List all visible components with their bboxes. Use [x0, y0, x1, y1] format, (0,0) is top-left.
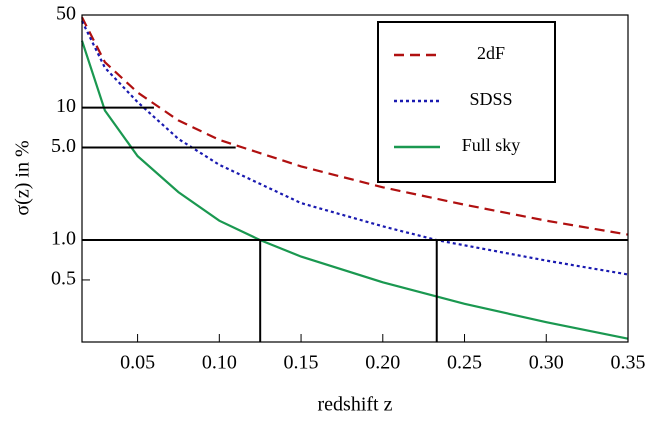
- x-axis-label: redshift z: [318, 394, 393, 416]
- series-line: [81, 20, 629, 276]
- x-tick-label: 0.10: [202, 352, 237, 374]
- x-tick-label: 0.30: [529, 352, 564, 374]
- x-tick-label: 0.25: [447, 352, 482, 374]
- y-tick-label: 5.0: [51, 135, 76, 157]
- legend-label: SDSS: [469, 89, 512, 109]
- y-tick-label: 50: [56, 3, 76, 25]
- legend-label: Full sky: [462, 135, 521, 155]
- y-tick-label: 0.5: [51, 268, 76, 290]
- x-tick-label: 0.05: [120, 352, 155, 374]
- legend-box: [377, 21, 556, 183]
- plot-frame: [81, 14, 629, 343]
- y-tick-label: 1.0: [51, 228, 76, 250]
- x-tick-label: 0.35: [611, 352, 646, 374]
- y-tick-label: 10: [56, 95, 76, 117]
- x-tick-label: 0.20: [365, 352, 400, 374]
- legend-label: 2dF: [477, 43, 505, 63]
- y-axis-label: σ(z) in %: [12, 140, 34, 215]
- x-tick-label: 0.15: [284, 352, 319, 374]
- series-line: [81, 16, 629, 236]
